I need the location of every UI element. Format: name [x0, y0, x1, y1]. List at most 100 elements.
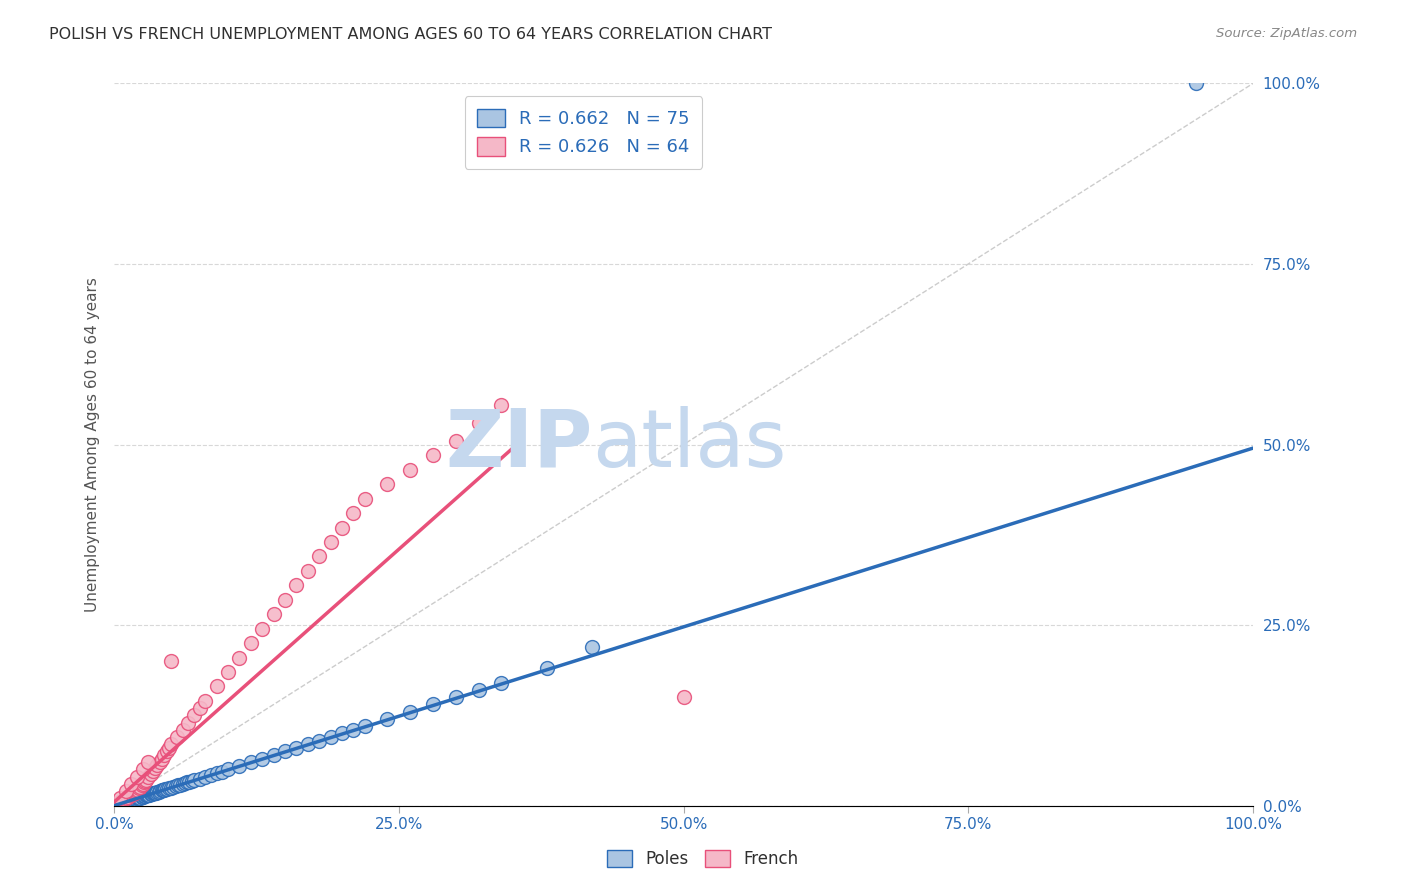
Point: [211, 764, 233, 779]
Point: [120, 788, 142, 802]
Point: [160, 780, 183, 795]
Point: [142, 786, 165, 800]
Point: [672, 690, 695, 705]
Point: [342, 723, 364, 737]
Point: [239, 756, 262, 770]
Point: [319, 730, 342, 744]
Point: [536, 661, 558, 675]
Point: [148, 785, 170, 799]
Point: [136, 789, 159, 803]
Point: [145, 786, 167, 800]
Point: [114, 784, 136, 798]
Point: [162, 780, 184, 794]
Point: [128, 781, 150, 796]
Point: [150, 783, 173, 797]
Point: [120, 777, 142, 791]
Text: ZIP: ZIP: [446, 406, 592, 483]
Point: [142, 764, 165, 778]
Point: [124, 792, 146, 806]
Point: [138, 788, 160, 802]
Point: [117, 789, 139, 804]
Point: [252, 622, 274, 636]
Point: [155, 782, 177, 797]
Point: [135, 772, 157, 787]
Point: [467, 416, 489, 430]
Point: [274, 744, 297, 758]
Point: [319, 535, 342, 549]
Text: Source: ZipAtlas.com: Source: ZipAtlas.com: [1216, 27, 1357, 40]
Point: [112, 795, 135, 809]
Point: [138, 770, 160, 784]
Point: [263, 607, 285, 622]
Point: [167, 778, 190, 792]
Point: [172, 723, 194, 737]
Point: [353, 719, 375, 733]
Point: [149, 784, 172, 798]
Point: [157, 740, 180, 755]
Point: [114, 794, 136, 808]
Point: [138, 756, 160, 770]
Point: [120, 789, 142, 803]
Point: [342, 506, 364, 520]
Point: [205, 680, 228, 694]
Point: [125, 785, 148, 799]
Point: [141, 787, 163, 801]
Point: [285, 740, 308, 755]
Text: POLISH VS FRENCH UNEMPLOYMENT AMONG AGES 60 TO 64 YEARS CORRELATION CHART: POLISH VS FRENCH UNEMPLOYMENT AMONG AGES…: [49, 27, 772, 42]
Point: [132, 789, 155, 804]
Point: [194, 694, 217, 708]
Point: [155, 744, 177, 758]
Point: [377, 712, 399, 726]
Point: [125, 791, 148, 805]
Point: [177, 715, 200, 730]
Point: [139, 767, 162, 781]
Point: [169, 778, 191, 792]
Point: [134, 774, 156, 789]
Point: [188, 701, 211, 715]
Point: [274, 592, 297, 607]
Point: [127, 791, 149, 805]
Point: [125, 784, 148, 798]
Point: [252, 752, 274, 766]
Point: [114, 791, 136, 805]
Point: [205, 766, 228, 780]
Point: [129, 780, 152, 794]
Point: [146, 785, 169, 799]
Point: [172, 777, 194, 791]
Point: [108, 795, 131, 809]
Point: [228, 650, 250, 665]
Point: [146, 758, 169, 772]
Legend: R = 0.662   N = 75, R = 0.626   N = 64: R = 0.662 N = 75, R = 0.626 N = 64: [465, 96, 702, 169]
Point: [150, 752, 173, 766]
Point: [1185, 77, 1208, 91]
Point: [120, 793, 142, 807]
Point: [228, 759, 250, 773]
Point: [121, 787, 143, 801]
Point: [353, 491, 375, 506]
Point: [217, 763, 239, 777]
Point: [120, 793, 142, 807]
Point: [173, 776, 195, 790]
Point: [160, 737, 183, 751]
Point: [239, 636, 262, 650]
Point: [285, 578, 308, 592]
Point: [134, 789, 156, 804]
Point: [217, 665, 239, 679]
Point: [308, 549, 330, 564]
Legend: Poles, French: Poles, French: [600, 843, 806, 875]
Point: [157, 781, 180, 796]
Point: [139, 787, 162, 801]
Point: [128, 790, 150, 805]
Point: [160, 654, 183, 668]
Point: [129, 790, 152, 805]
Point: [399, 463, 422, 477]
Point: [194, 770, 217, 784]
Point: [131, 763, 153, 777]
Point: [124, 786, 146, 800]
Point: [122, 786, 145, 800]
Point: [165, 779, 187, 793]
Point: [153, 747, 176, 762]
Point: [188, 772, 211, 786]
Point: [127, 782, 149, 797]
Point: [108, 795, 131, 809]
